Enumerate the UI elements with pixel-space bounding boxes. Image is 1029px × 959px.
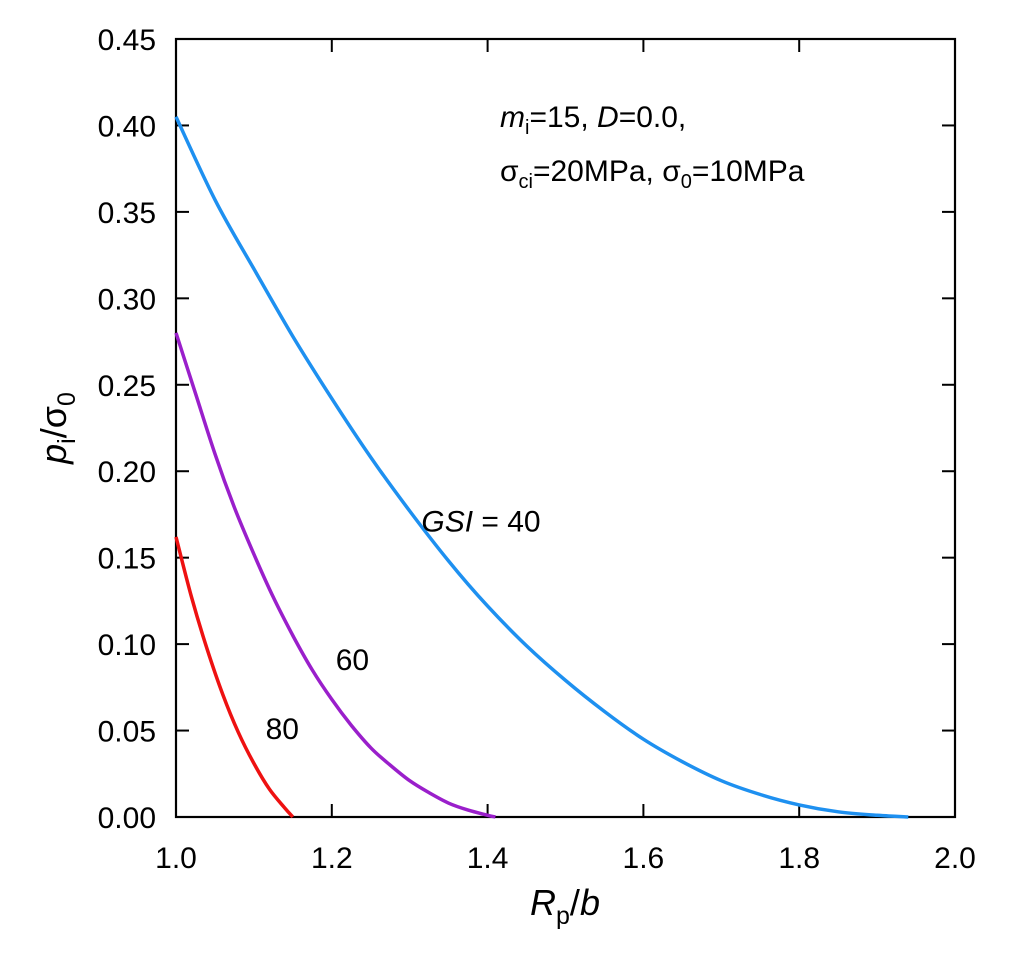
plot-frame xyxy=(174,37,957,819)
y-tick-label: 0.40 xyxy=(98,110,156,143)
y-tick-label: 0.05 xyxy=(98,716,156,749)
y-tick-label: 0.25 xyxy=(98,370,156,403)
tick-marks xyxy=(175,38,956,818)
x-tick-label: 1.4 xyxy=(467,842,509,875)
x-tick-label: 1.0 xyxy=(155,842,197,875)
y-tick-label: 0.35 xyxy=(98,197,156,230)
series-line xyxy=(174,116,909,819)
y-tick-label: 0.45 xyxy=(98,24,156,57)
tick-labels: 1.0 1.2 1.4 1.6 1.8 2.0 0.00 0.05 0.10 0.15 0.20 0.… xyxy=(98,24,976,875)
y-axis-title: pi/σ0 xyxy=(33,392,81,465)
x-tick-label: 2.0 xyxy=(934,842,976,875)
x-axis-title: Rp/b xyxy=(530,882,600,930)
series-label: 60 xyxy=(336,644,369,677)
y-tick-label: 0.00 xyxy=(98,802,156,835)
curves xyxy=(174,116,909,819)
series-label: 80 xyxy=(266,713,299,746)
x-tick-label: 1.2 xyxy=(311,842,353,875)
annotation-line-2: σci=20MPa, σ0=10MPa xyxy=(500,155,805,193)
y-tick-label: 0.20 xyxy=(98,456,156,489)
x-tick-label: 1.6 xyxy=(623,842,665,875)
curve-labels: GSI = 40 60 80 xyxy=(266,506,541,746)
series-line xyxy=(174,536,295,819)
y-tick-label: 0.10 xyxy=(98,629,156,662)
annotation-line-1: mi=15, D=0.0, xyxy=(500,101,686,139)
series-line xyxy=(174,332,496,819)
y-tick-label: 0.15 xyxy=(98,543,156,576)
series-label: GSI = 40 xyxy=(421,506,540,539)
y-tick-label: 0.30 xyxy=(98,283,156,316)
x-tick-label: 1.8 xyxy=(778,842,820,875)
